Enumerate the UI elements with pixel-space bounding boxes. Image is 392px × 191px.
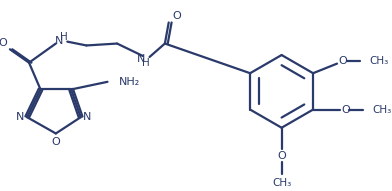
Text: H: H	[142, 58, 150, 68]
Text: N: N	[83, 112, 92, 122]
Text: H: H	[60, 32, 67, 42]
Text: O: O	[338, 56, 347, 66]
Text: CH₃: CH₃	[370, 56, 389, 66]
Text: N: N	[137, 54, 145, 64]
Text: N: N	[16, 112, 25, 122]
Text: O: O	[0, 38, 7, 48]
Text: CH₃: CH₃	[272, 178, 291, 188]
Text: O: O	[277, 151, 286, 161]
Text: CH₃: CH₃	[372, 104, 392, 115]
Text: N: N	[54, 36, 63, 46]
Text: O: O	[172, 11, 181, 21]
Text: O: O	[341, 104, 350, 115]
Text: NH₂: NH₂	[119, 77, 140, 87]
Text: O: O	[51, 137, 60, 147]
